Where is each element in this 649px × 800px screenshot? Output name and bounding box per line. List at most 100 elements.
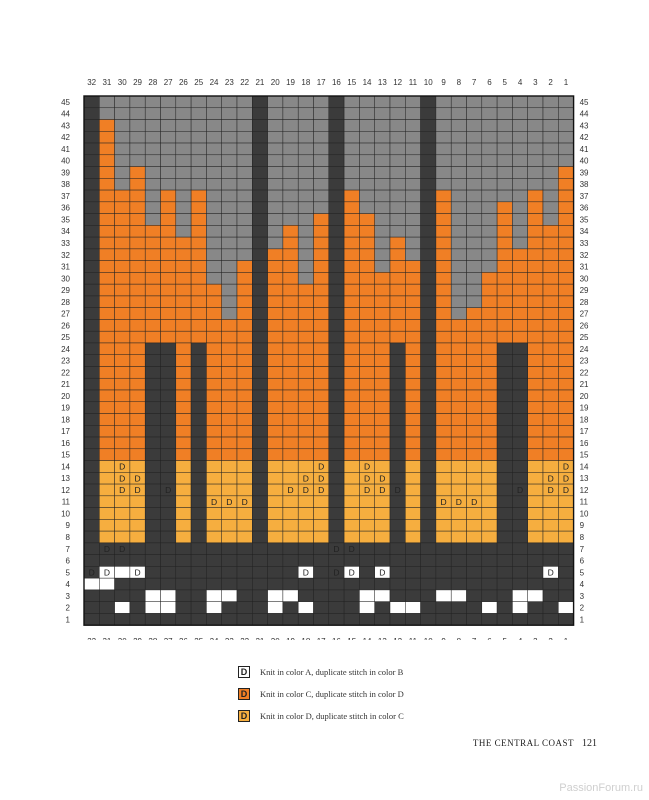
chart-cell <box>144 189 161 203</box>
chart-cell <box>160 319 177 332</box>
chart-cell <box>267 507 284 520</box>
chart-cell <box>343 272 360 285</box>
row-number: 28 <box>61 298 70 307</box>
chart-cell <box>420 613 437 626</box>
chart-cell <box>496 295 513 308</box>
chart-cell <box>466 577 483 591</box>
chart-cell <box>558 566 574 579</box>
chart-cell <box>389 189 406 203</box>
chart-cell <box>481 166 498 179</box>
chart-cell <box>99 554 115 567</box>
chart-cell <box>267 260 284 273</box>
chart-cell <box>389 131 406 144</box>
chart-cell <box>328 131 345 144</box>
chart-cell <box>405 425 421 438</box>
chart-cell <box>389 330 406 344</box>
chart-cell <box>389 319 406 332</box>
chart-cell <box>420 366 437 379</box>
chart-cell <box>420 283 437 297</box>
chart-cell <box>144 330 161 344</box>
chart-cell <box>359 401 375 414</box>
stitch-symbol: D <box>333 544 339 554</box>
chart-cell <box>435 154 452 167</box>
chart-cell <box>206 189 222 203</box>
chart-cell <box>450 483 467 497</box>
column-number: 16 <box>332 78 341 87</box>
chart-cell <box>374 154 391 167</box>
chart-cell <box>160 354 177 367</box>
chart-cell <box>466 154 483 167</box>
chart-cell <box>405 131 421 144</box>
chart-cell <box>512 201 528 214</box>
chart-cell <box>481 613 498 626</box>
chart-cell <box>114 530 131 544</box>
column-number: 22 <box>240 637 249 640</box>
chart-cell <box>466 213 483 226</box>
stitch-symbol: D <box>303 485 309 495</box>
chart-cell <box>420 401 437 414</box>
chart-cell <box>190 566 207 579</box>
column-number: 13 <box>378 637 387 640</box>
chart-cell <box>129 577 146 591</box>
chart-cell <box>313 166 330 179</box>
chart-cell <box>221 142 238 156</box>
row-number: 27 <box>61 310 70 319</box>
chart-cell <box>420 413 437 426</box>
chart-cell <box>190 307 207 320</box>
chart-cell <box>527 272 544 285</box>
chart-cell <box>160 248 177 261</box>
chart-cell <box>252 142 268 156</box>
chart-cell <box>359 95 375 109</box>
chart-cell <box>450 119 467 132</box>
chart-cell <box>206 225 222 238</box>
chart-cell <box>282 178 299 191</box>
chart-cell <box>374 201 391 214</box>
chart-cell <box>420 142 437 156</box>
chart-cell <box>206 283 222 297</box>
chart-cell <box>206 131 222 144</box>
chart-cell <box>420 554 437 567</box>
chart-cell <box>297 236 314 250</box>
chart-cell <box>282 413 299 426</box>
chart-cell <box>512 178 528 191</box>
chart-cell <box>435 542 452 555</box>
chart-cell <box>512 166 528 179</box>
chart-cell <box>114 166 131 179</box>
chart-cell <box>542 519 559 532</box>
chart-cell <box>313 154 330 167</box>
chart-cell <box>206 589 222 602</box>
chart-cell <box>466 613 483 626</box>
chart-cell <box>420 377 437 391</box>
chart-cell <box>527 472 544 485</box>
chart-cell <box>221 248 238 261</box>
chart-cell <box>481 377 498 391</box>
stitch-symbol: D <box>333 567 339 577</box>
chart-cell <box>496 166 513 179</box>
chart-cell <box>481 483 498 497</box>
chart-cell <box>512 577 528 591</box>
chart-cell <box>512 601 528 614</box>
row-number: 36 <box>61 204 70 213</box>
chart-cell <box>527 413 544 426</box>
chart-cell <box>527 613 544 626</box>
chart-cell <box>175 95 192 109</box>
chart-cell <box>389 248 406 261</box>
chart-cell <box>236 272 253 285</box>
chart-cell <box>527 530 544 544</box>
chart-cell <box>267 413 284 426</box>
chart-cell <box>405 330 421 344</box>
chart-cell <box>267 272 284 285</box>
row-number: 12 <box>61 486 70 495</box>
chart-cell <box>236 601 253 614</box>
chart-cell <box>328 272 345 285</box>
chart-cell <box>282 566 299 579</box>
chart-cell <box>374 436 391 450</box>
chart-cell <box>435 448 452 461</box>
chart-cell <box>175 178 192 191</box>
chart-cell <box>282 401 299 414</box>
chart-cell <box>221 519 238 532</box>
chart-cell <box>144 483 161 497</box>
chart-cell <box>297 577 314 591</box>
chart-cell <box>144 519 161 532</box>
